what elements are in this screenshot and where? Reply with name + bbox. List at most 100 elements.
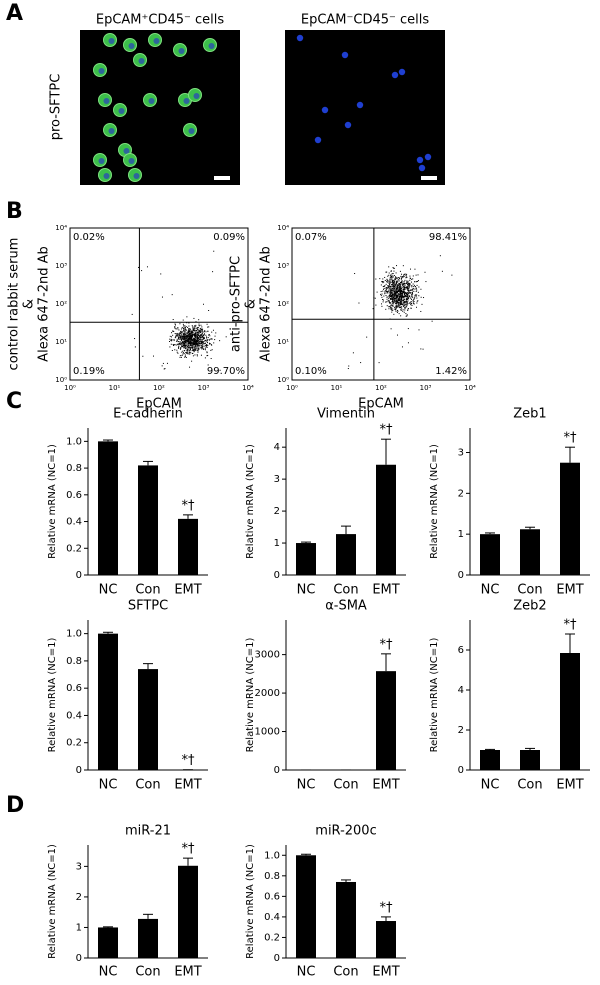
- event-dot: [190, 340, 192, 342]
- event-dot: [406, 284, 408, 286]
- event-dot: [390, 298, 392, 300]
- chart-title: miR-21: [125, 824, 171, 839]
- event-dot: [391, 293, 393, 295]
- y-tick-label: 10⁴: [277, 224, 289, 232]
- event-dot: [181, 331, 183, 333]
- event-dot: [399, 293, 401, 295]
- event-dot: [414, 288, 416, 290]
- event-dot: [188, 339, 190, 341]
- event-dot: [195, 339, 197, 341]
- event-dot: [409, 275, 411, 277]
- nucleus: [398, 68, 406, 76]
- y-tick-label: 0: [458, 570, 464, 581]
- event-dot: [191, 352, 193, 354]
- event-dot: [392, 267, 394, 269]
- x-tick-label: 10¹: [109, 384, 121, 392]
- annotation: *†: [380, 423, 394, 438]
- event-dot: [402, 286, 404, 288]
- event-dot: [182, 333, 184, 335]
- event-dot: [397, 299, 399, 301]
- event-dot: [382, 299, 384, 301]
- event-dot: [184, 340, 186, 342]
- event-dot: [178, 338, 180, 340]
- event-dot: [394, 291, 396, 293]
- event-dot: [194, 332, 196, 334]
- event-dot: [406, 286, 408, 288]
- event-dot: [397, 287, 399, 289]
- row-label: pro-SFTPC: [49, 74, 64, 141]
- event-dot: [200, 337, 202, 339]
- bar: [296, 543, 316, 575]
- event-dot: [410, 303, 412, 305]
- event-dot: [189, 336, 191, 338]
- event-dot: [393, 301, 395, 303]
- event-dot: [208, 342, 210, 344]
- event-dot: [188, 351, 190, 353]
- event-dot: [400, 303, 402, 305]
- event-dot: [171, 340, 173, 342]
- event-dot: [186, 334, 188, 336]
- y-tick-label: 3: [458, 448, 464, 459]
- event-dot: [391, 282, 393, 284]
- event-dot: [389, 318, 391, 320]
- nucleus: [153, 38, 160, 44]
- x-tick-label: NC: [99, 583, 118, 598]
- event-dot: [134, 346, 136, 348]
- event-dot: [172, 344, 174, 346]
- event-dot: [184, 325, 186, 327]
- event-dot: [393, 275, 395, 277]
- event-dot: [178, 334, 180, 336]
- event-dot: [177, 344, 179, 346]
- event-dot: [410, 301, 412, 303]
- event-dot: [195, 340, 197, 342]
- event-dot: [392, 300, 394, 302]
- event-dot: [392, 296, 394, 298]
- event-dot: [200, 334, 202, 336]
- event-dot: [402, 304, 404, 306]
- event-dot: [397, 283, 399, 285]
- event-dot: [183, 341, 185, 343]
- event-dot: [198, 347, 200, 349]
- event-dot: [198, 339, 200, 341]
- y-tick-label: 3: [274, 474, 280, 485]
- event-dot: [389, 285, 391, 287]
- event-dot: [380, 291, 382, 293]
- event-dot: [406, 287, 408, 289]
- event-dot: [142, 355, 144, 357]
- event-dot: [182, 319, 184, 321]
- event-dot: [185, 352, 187, 354]
- event-dot: [387, 297, 389, 299]
- event-dot: [401, 293, 403, 295]
- event-dot: [381, 305, 383, 307]
- event-dot: [194, 347, 196, 349]
- event-dot: [196, 348, 198, 350]
- annotation: *†: [380, 637, 394, 652]
- y-tick-label: 6: [458, 645, 464, 656]
- event-dot: [413, 284, 415, 286]
- y-tick-label: 0: [76, 765, 82, 776]
- event-dot: [389, 280, 391, 282]
- event-dot: [391, 311, 393, 313]
- event-dot: [207, 326, 209, 328]
- event-dot: [384, 293, 386, 295]
- event-dot: [387, 287, 389, 289]
- plot-frame: [69, 227, 249, 381]
- event-dot: [196, 346, 198, 348]
- event-dot: [186, 339, 188, 341]
- y-axis-label: Relative mRNA (NC=1): [245, 638, 256, 753]
- event-dot: [395, 307, 397, 309]
- event-dot: [400, 300, 402, 302]
- event-dot: [194, 348, 196, 350]
- event-dot: [201, 326, 203, 328]
- event-dot: [203, 334, 205, 336]
- event-dot: [182, 332, 184, 334]
- event-dot: [402, 301, 404, 303]
- y-tick-label: 10⁴: [55, 224, 67, 232]
- event-dot: [177, 338, 179, 340]
- event-dot: [411, 292, 413, 294]
- event-dot: [384, 285, 386, 287]
- event-dot: [202, 303, 204, 305]
- event-dot: [392, 290, 394, 292]
- event-dot: [202, 347, 204, 349]
- event-dot: [399, 284, 401, 286]
